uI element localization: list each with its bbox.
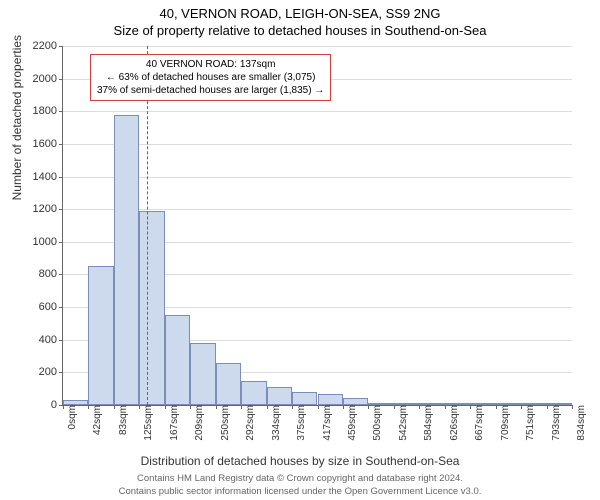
ytick-label: 2200	[33, 40, 63, 52]
xtick-label: 751sqm	[521, 405, 536, 441]
xtick-label: 793sqm	[547, 405, 562, 441]
xtick-label: 0sqm	[63, 405, 78, 429]
xtick-label: 834sqm	[572, 405, 587, 441]
histogram-bar	[292, 392, 317, 405]
annotation-line-3: 37% of semi-detached houses are larger (…	[97, 84, 324, 97]
ytick-label: 800	[39, 268, 63, 280]
xtick-label: 250sqm	[216, 405, 231, 441]
ytick-label: 0	[51, 399, 63, 411]
xtick-label: 626sqm	[445, 405, 460, 441]
ytick-label: 400	[39, 334, 63, 346]
xtick-label: 667sqm	[470, 405, 485, 441]
footer-attribution: Contains HM Land Registry data © Crown c…	[0, 473, 600, 498]
xtick-label: 292sqm	[241, 405, 256, 441]
y-axis-label: Number of detached properties	[10, 35, 24, 200]
xtick-label: 42sqm	[88, 405, 103, 435]
histogram-bar	[165, 315, 190, 405]
xtick-label: 584sqm	[419, 405, 434, 441]
xtick-label: 375sqm	[292, 405, 307, 441]
gridline	[63, 144, 572, 145]
chart-area: 0200400600800100012001400160018002000220…	[62, 46, 572, 406]
xtick-label: 334sqm	[267, 405, 282, 441]
ytick-label: 600	[39, 301, 63, 313]
histogram-bar	[114, 115, 139, 405]
gridline	[63, 46, 572, 47]
xtick-label: 500sqm	[368, 405, 383, 441]
annotation-line-2: ← 63% of detached houses are smaller (3,…	[97, 71, 324, 84]
ytick-label: 1000	[33, 236, 63, 248]
ytick-label: 1600	[33, 138, 63, 150]
ytick-label: 2000	[33, 73, 63, 85]
ytick-label: 200	[39, 366, 63, 378]
histogram-bar	[190, 343, 215, 405]
xtick-label: 542sqm	[394, 405, 409, 441]
histogram-bar	[318, 394, 343, 405]
gridline	[63, 177, 572, 178]
xtick-label: 459sqm	[343, 405, 358, 441]
xtick-label: 417sqm	[318, 405, 333, 441]
annotation-line-1: 40 VERNON ROAD: 137sqm	[97, 58, 324, 71]
footer-line-2: Contains public sector information licen…	[0, 486, 600, 498]
footer-line-1: Contains HM Land Registry data © Crown c…	[0, 473, 600, 485]
histogram-bar	[267, 387, 292, 405]
xtick-label: 125sqm	[139, 405, 154, 441]
chart-container: 40, VERNON ROAD, LEIGH-ON-SEA, SS9 2NG S…	[0, 0, 600, 500]
title-main: 40, VERNON ROAD, LEIGH-ON-SEA, SS9 2NG	[0, 0, 600, 21]
ytick-label: 1800	[33, 105, 63, 117]
histogram-bar	[241, 381, 266, 405]
gridline	[63, 111, 572, 112]
xtick-label: 709sqm	[496, 405, 511, 441]
x-axis-label: Distribution of detached houses by size …	[0, 454, 600, 468]
ytick-label: 1400	[33, 171, 63, 183]
xtick-label: 83sqm	[114, 405, 129, 435]
histogram-bar	[88, 266, 113, 405]
ytick-label: 1200	[33, 203, 63, 215]
title-sub: Size of property relative to detached ho…	[0, 21, 600, 38]
marker-annotation: 40 VERNON ROAD: 137sqm ← 63% of detached…	[90, 54, 331, 101]
xtick-label: 167sqm	[165, 405, 180, 441]
histogram-bar	[216, 363, 241, 405]
histogram-bar	[139, 211, 164, 405]
xtick-label: 209sqm	[190, 405, 205, 441]
